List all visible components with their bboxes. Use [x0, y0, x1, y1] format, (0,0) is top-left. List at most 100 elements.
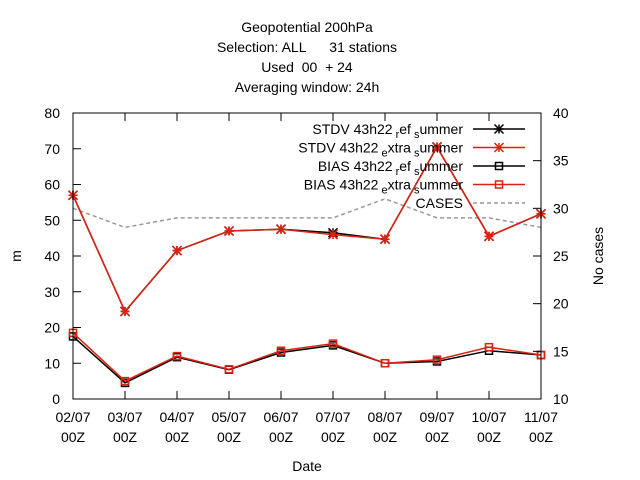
data-point [171, 245, 183, 256]
x-tick-label-hour: 00Z [373, 429, 398, 445]
y-tick-label: 80 [44, 105, 60, 121]
data-point [328, 339, 338, 348]
data-point [431, 141, 443, 152]
legend-label-mid: ef [399, 121, 411, 137]
legend-label-sub: e [381, 185, 387, 197]
series-line [72, 145, 542, 313]
legend-label-tail: ummer [419, 140, 463, 156]
x-tick-label: 10/07 [471, 409, 506, 425]
legend-label: BIAS 43h22 ref summer [318, 158, 463, 178]
x-tick-label-hour: 00Z [425, 429, 450, 445]
legend-entry: CASES [416, 195, 525, 211]
y-tick-label: 40 [44, 248, 60, 264]
series-line [72, 335, 542, 384]
legend-label-mid: xtra [388, 177, 412, 193]
data-point [327, 229, 339, 240]
data-point [483, 231, 495, 242]
legend-label-sub: s [414, 148, 420, 160]
legend-label: BIAS 43h22 extra summer [304, 177, 464, 197]
legend-label-tail: ummer [419, 177, 463, 193]
series-0 [67, 141, 547, 317]
data-point [223, 225, 235, 237]
data-point [275, 224, 287, 235]
series-group [67, 141, 547, 388]
data-point [224, 365, 234, 374]
data-point [276, 346, 286, 355]
legend-label-tail: ummer [419, 121, 463, 137]
x-tick-label-hour: 00Z [113, 429, 138, 445]
title-line: Geopotential 200hPa [241, 19, 373, 35]
series-1 [67, 141, 547, 317]
y2-tick-label: 20 [553, 296, 569, 312]
x-tick-label: 03/07 [107, 409, 142, 425]
legend-label-sub: s [414, 166, 420, 178]
legend-label-sub: r [396, 166, 400, 178]
legend-marker [493, 142, 505, 153]
title-line: Used 00 + 24 [261, 59, 353, 75]
series-line [72, 332, 542, 382]
legend-label: STDV 43h22 extra summer [298, 140, 463, 160]
legend-label-base: BIAS 43h22 [304, 177, 379, 193]
series-line [72, 145, 542, 313]
legend-label-mid: ef [399, 158, 411, 174]
y2-axis: 10 15 20 25 30 35 40 [533, 105, 569, 407]
legend-marker [494, 180, 504, 189]
series-3 [68, 328, 546, 386]
legend-label-base: CASES [416, 195, 463, 211]
data-point [379, 234, 391, 245]
y2-tick-label: 35 [553, 153, 569, 169]
legend-label: STDV 43h22 ref summer [312, 121, 463, 141]
y2-tick-label: 25 [553, 248, 569, 264]
data-point [119, 306, 131, 317]
data-point [432, 355, 442, 364]
y2-tick-label: 30 [553, 200, 569, 216]
y-tick-label: 30 [44, 284, 60, 300]
legend-entry: STDV 43h22 ref summer [312, 121, 525, 141]
x-tick-label: 05/07 [211, 409, 246, 425]
legend-label-base: STDV 43h22 [312, 121, 392, 137]
legend-label-tail: ummer [419, 158, 463, 174]
legend-marker [494, 161, 504, 171]
data-point [120, 376, 130, 386]
series-4 [72, 198, 542, 229]
y-tick-label: 50 [44, 212, 60, 228]
legend-label-sub: s [414, 185, 420, 197]
y-tick-label: 60 [44, 177, 60, 193]
legend-label-sub: r [396, 129, 400, 141]
y2-tick-label: 10 [553, 391, 569, 407]
legend-label-sub: s [414, 129, 420, 141]
title-line: Selection: ALL 31 stations [217, 39, 397, 55]
x-tick-label: 02/07 [55, 409, 90, 425]
legend-label-mid: xtra [388, 140, 412, 156]
title-line: Averaging window: 24h [235, 79, 380, 95]
x-tick-label-hour: 00Z [61, 429, 86, 445]
data-point [172, 351, 182, 361]
x-axis-label: Date [292, 458, 322, 474]
y-axis-label: m [8, 250, 24, 262]
legend-label: CASES [416, 195, 463, 211]
legend-marker [493, 123, 505, 135]
legend-entry: STDV 43h22 extra summer [298, 140, 525, 160]
x-tick-label-hour: 00Z [165, 429, 190, 445]
x-tick-label: 04/07 [159, 409, 194, 425]
x-tick-label: 11/07 [524, 409, 558, 425]
legend-label-base: BIAS 43h22 [318, 158, 393, 174]
x-tick-label-hour: 00Z [477, 429, 502, 445]
y2-axis-label: No cases [590, 227, 606, 285]
legend-entry: BIAS 43h22 extra summer [304, 177, 525, 197]
y2-tick-label: 40 [553, 105, 569, 121]
x-tick-label: 09/07 [419, 409, 454, 425]
y-axis: 0 10 20 30 40 50 60 70 80 [44, 105, 81, 407]
data-point [484, 342, 494, 352]
x-tick-label: 06/07 [263, 409, 298, 425]
legend-entry: BIAS 43h22 ref summer [318, 158, 525, 178]
x-tick-label: 07/07 [315, 409, 350, 425]
data-point [380, 359, 390, 368]
legend-label-sub: e [381, 148, 387, 160]
x-tick-label: 08/07 [367, 409, 402, 425]
x-tick-label-hour: 00Z [217, 429, 242, 445]
x-tick-label-hour: 00Z [529, 429, 554, 445]
x-tick-label-hour: 00Z [321, 429, 346, 445]
